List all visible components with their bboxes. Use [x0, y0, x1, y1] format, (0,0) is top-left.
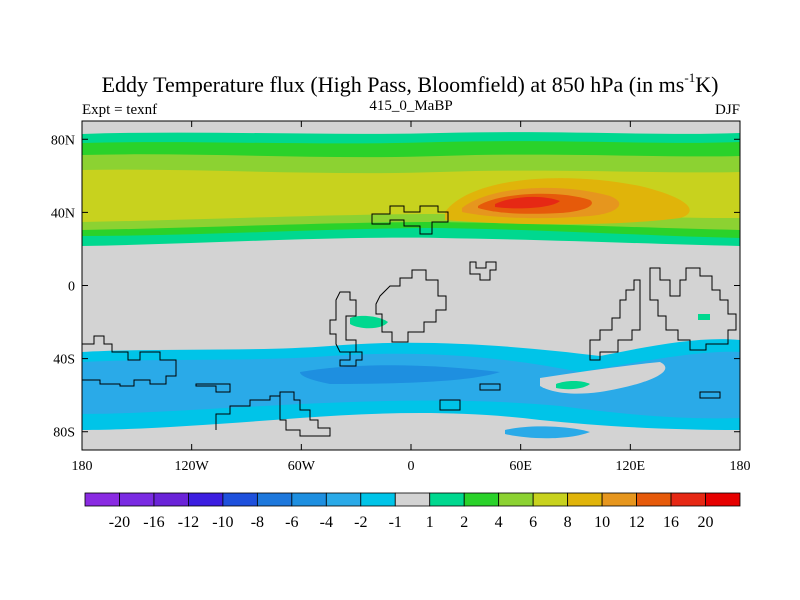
colorbar-label: 8 — [564, 514, 572, 531]
colorbar-label: 16 — [663, 514, 679, 531]
colorbar-swatch — [291, 492, 327, 507]
colorbar-label: -6 — [285, 514, 298, 531]
x-tick-label: 60W — [288, 459, 316, 474]
coastlines — [82, 205, 737, 437]
colorbar-swatch — [360, 492, 396, 507]
coastline-africa — [375, 269, 447, 343]
coastline-arabia — [469, 261, 497, 281]
colorbar-label: -2 — [354, 514, 367, 531]
colorbar-label: -16 — [143, 514, 164, 531]
expt-label: Expt = texnf — [82, 102, 157, 118]
y-tick-label: 0 — [68, 280, 75, 295]
colorbar-swatch — [325, 492, 362, 507]
x-tick-label: 120W — [175, 459, 210, 474]
colorbar-swatch — [601, 492, 637, 507]
colorbar-swatch — [463, 492, 500, 507]
colorbar-label: 20 — [698, 514, 714, 531]
tropical-patch-east — [698, 314, 710, 320]
x-tick-label: 60E — [509, 459, 532, 474]
colorbar-swatch — [670, 492, 706, 507]
sh-southern-tongue — [505, 426, 590, 439]
experiment-id: 415_0_MaBP — [369, 98, 452, 114]
x-axis: 180 120W 60W 0 60E 120E 180 — [72, 121, 751, 474]
colorbar-swatch — [153, 492, 189, 507]
colorbar-swatch — [119, 492, 155, 507]
colorbar: -20 -16 -12 -10 -8 -6 -4 -2 -1 1 2 4 6 8 10 12 16 20 — [84, 492, 741, 531]
colorbar-label: 6 — [529, 514, 537, 531]
y-tick-label: 40N — [51, 206, 75, 221]
colorbar-label: -10 — [212, 514, 233, 531]
colorbar-swatch — [636, 492, 672, 507]
x-tick-label: 180 — [730, 459, 751, 474]
y-tick-label: 80N — [51, 133, 75, 148]
colorbar-label: -8 — [251, 514, 264, 531]
colorbar-label: -4 — [320, 514, 333, 531]
map-plot — [82, 121, 740, 450]
colorbar-label: 10 — [594, 514, 610, 531]
colorbar-swatch — [394, 492, 431, 507]
coastline-south-america — [279, 391, 331, 437]
chart-title: Eddy Temperature flux (High Pass, Bloomf… — [102, 70, 719, 97]
colorbar-label: -12 — [178, 514, 199, 531]
y-axis: 80N 40N 0 40S 80S — [51, 133, 740, 441]
y-tick-label: 40S — [53, 353, 75, 368]
x-tick-label: 180 — [72, 459, 93, 474]
colorbar-swatch — [188, 492, 224, 507]
colorbar-swatch — [429, 492, 465, 507]
x-tick-label: 120E — [616, 459, 646, 474]
tropical-patch — [350, 315, 388, 329]
y-tick-label: 80S — [53, 426, 75, 441]
colorbar-swatch — [532, 492, 569, 507]
season-label: DJF — [715, 102, 740, 118]
coastline-antarctica — [82, 335, 177, 387]
colorbar-swatch — [256, 492, 293, 507]
sh-band-2 — [82, 351, 740, 419]
x-tick-label: 0 — [408, 459, 415, 474]
colorbar-swatch — [84, 492, 120, 507]
coastline-island-pair — [339, 351, 721, 399]
nh-peak-20 — [495, 196, 560, 209]
colorbar-label: 2 — [460, 514, 468, 531]
colorbar-swatch — [567, 492, 603, 507]
colorbar-label: 4 — [495, 514, 503, 531]
colorbar-swatch — [498, 492, 534, 507]
coastline-maritime-continent — [589, 279, 641, 361]
coastline-southern-edge — [195, 383, 501, 430]
sh-green-patch — [556, 381, 590, 390]
coastline-mediterranean — [371, 205, 449, 235]
coastline-australia — [649, 267, 737, 351]
colorbar-label: -1 — [389, 514, 402, 531]
colorbar-swatch — [222, 492, 258, 507]
colorbar-label: 12 — [629, 514, 645, 531]
colorbar-swatch — [705, 492, 741, 507]
sh-band-4 — [300, 365, 500, 384]
coastline-americas — [329, 291, 357, 353]
colorbar-label: 1 — [426, 514, 434, 531]
colorbar-label: -20 — [109, 514, 130, 531]
